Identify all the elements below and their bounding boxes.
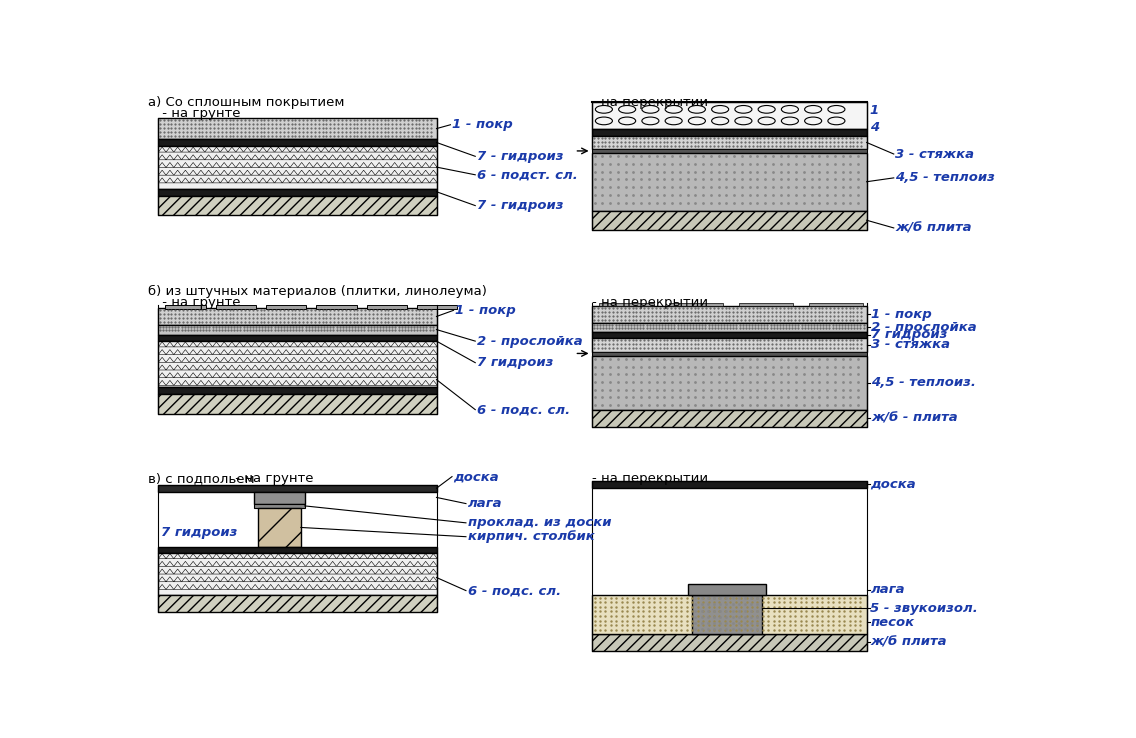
Bar [158, 547, 436, 553]
Bar [316, 305, 357, 308]
Text: лага: лага [468, 497, 502, 510]
Text: 1 - покр: 1 - покр [452, 118, 512, 131]
Bar [158, 596, 436, 612]
Text: 6 - подс. сл.: 6 - подс. сл. [477, 403, 570, 416]
Text: ж/б - плита: ж/б - плита [871, 412, 958, 424]
Text: кирпич. столбик: кирпич. столбик [468, 530, 594, 543]
Text: 7 - гидроиз: 7 - гидроиз [477, 150, 563, 163]
Text: 7 гидроиз: 7 гидроиз [161, 526, 237, 539]
Bar [158, 341, 436, 387]
Bar [417, 305, 458, 308]
Bar [809, 303, 862, 306]
Bar [367, 305, 407, 308]
Text: в) с подпольем: в) с подпольем [148, 472, 254, 485]
Text: 2 - прослойка: 2 - прослойка [477, 334, 583, 348]
Bar [592, 634, 867, 651]
Bar [258, 508, 301, 547]
Bar [158, 394, 436, 413]
Bar [738, 303, 793, 306]
Bar [592, 332, 867, 338]
Text: 4,5 - теплоиз.: 4,5 - теплоиз. [871, 376, 976, 389]
Bar [692, 596, 762, 634]
Bar [158, 139, 436, 146]
Bar [669, 303, 724, 306]
Bar [158, 196, 436, 215]
Bar [592, 149, 867, 154]
Text: песок: песок [870, 615, 914, 629]
Bar [592, 410, 867, 427]
Text: 3 - стяжка: 3 - стяжка [895, 148, 975, 160]
Text: б) из штучных материалов (плитки, линолеума): б) из штучных материалов (плитки, линоле… [148, 285, 487, 298]
Text: - на грунте: - на грунте [231, 472, 314, 485]
Text: 5 - звукоизол.: 5 - звукоизол. [870, 601, 978, 615]
Bar [266, 305, 307, 308]
Text: лага: лага [870, 583, 905, 596]
Text: а) Со сплошным покрытием: а) Со сплошным покрытием [148, 96, 344, 109]
Bar [158, 553, 436, 596]
Bar [158, 118, 436, 139]
Text: 1 - покр: 1 - покр [456, 304, 516, 317]
Bar [158, 335, 436, 341]
Bar [592, 136, 867, 149]
Bar [592, 338, 867, 352]
Bar [592, 481, 867, 489]
Text: доска: доска [453, 470, 500, 483]
Bar [592, 154, 867, 211]
Bar [216, 305, 256, 308]
Text: 6 - подс. сл.: 6 - подс. сл. [468, 584, 561, 597]
Bar [592, 323, 867, 332]
Bar [688, 584, 766, 596]
Text: - на перекрытии: - на перекрытии [592, 96, 708, 109]
Text: доска: доска [870, 477, 917, 491]
Bar [592, 103, 867, 129]
Text: - на грунте: - на грунте [158, 297, 240, 309]
Bar [165, 305, 206, 308]
Text: проклад. из доски: проклад. из доски [468, 517, 611, 529]
Text: ж/б плита: ж/б плита [895, 221, 972, 235]
Text: 7 - гидроиз: 7 - гидроиз [477, 199, 563, 212]
Bar [592, 596, 867, 634]
Bar [592, 356, 867, 410]
Bar [158, 146, 436, 189]
Bar [158, 308, 436, 325]
Text: 7 гидроиз: 7 гидроиз [477, 356, 553, 369]
Bar [158, 189, 436, 196]
Text: 4,5 - теплоиз: 4,5 - теплоиз [895, 171, 995, 184]
Bar [158, 325, 436, 335]
Text: 4: 4 [870, 121, 879, 134]
Text: - на грунте: - на грунте [158, 107, 240, 120]
Text: 6 - подст. сл.: 6 - подст. сл. [477, 168, 577, 182]
Bar [158, 485, 436, 492]
Bar [158, 387, 436, 394]
Bar [600, 303, 653, 306]
Text: 3 - стяжка: 3 - стяжка [871, 339, 951, 351]
Text: ж/б плита: ж/б плита [870, 635, 947, 649]
Bar [592, 352, 867, 356]
Bar [592, 306, 867, 323]
Text: 2 - прослойка: 2 - прослойка [871, 321, 977, 334]
Text: - на перекрытии: - на перекрытии [592, 472, 708, 485]
Text: 1: 1 [870, 104, 879, 117]
Text: 7 гидроиз: 7 гидроиз [871, 328, 947, 342]
Bar [592, 129, 867, 136]
Bar [254, 503, 304, 508]
Text: - на перекрытии: - на перекрытии [592, 297, 708, 309]
Bar [254, 492, 304, 503]
Text: 1 - покр: 1 - покр [871, 308, 932, 321]
Bar [592, 211, 867, 230]
